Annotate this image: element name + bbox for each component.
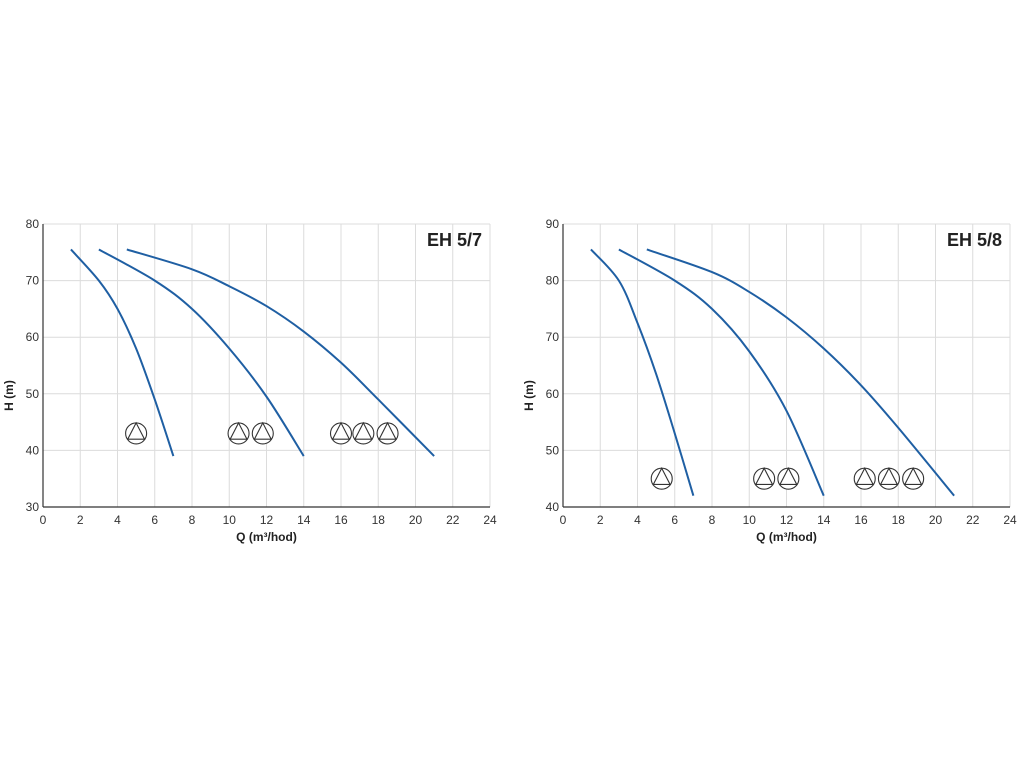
pump-icon	[125, 421, 148, 445]
y-axis-label: H (m)	[2, 380, 16, 411]
y-tick-label: 60	[546, 387, 560, 401]
pump-icon	[376, 421, 399, 445]
pump-circle	[650, 467, 673, 490]
pump-icon	[650, 467, 673, 490]
pump-icon	[753, 467, 776, 490]
y-tick-label: 80	[546, 274, 560, 288]
x-tick-label: 2	[77, 513, 84, 527]
pump-icon	[877, 467, 900, 490]
pump-triangle	[378, 421, 397, 440]
x-tick-label: 12	[780, 513, 794, 527]
x-tick-label: 10	[743, 513, 757, 527]
x-tick-label: 24	[1003, 513, 1017, 527]
x-tick-label: 16	[854, 513, 868, 527]
y-tick-label: 50	[546, 443, 560, 457]
pump-circle	[877, 467, 900, 490]
pump-triangle	[779, 467, 798, 486]
series-line	[590, 248, 695, 496]
pump-circle	[352, 422, 375, 445]
pump-circle	[125, 422, 148, 445]
x-tick-label: 14	[297, 513, 311, 527]
x-tick-label: 22	[966, 513, 980, 527]
y-tick-label: 90	[546, 217, 560, 231]
pump-icon	[777, 467, 800, 490]
pump-triangle	[229, 421, 248, 440]
pump-circle	[777, 467, 800, 490]
x-tick-label: 10	[223, 513, 237, 527]
series-line	[70, 248, 175, 457]
pump-icon	[329, 421, 353, 445]
x-axis-label: Q (m³/hod)	[236, 530, 297, 544]
x-tick-label: 2	[597, 513, 604, 527]
pump-circle	[853, 467, 876, 490]
y-tick-label: 80	[26, 217, 40, 231]
series-line	[98, 248, 305, 457]
pump-triangle	[879, 467, 899, 486]
x-tick-label: 18	[372, 513, 386, 527]
pump-triangle	[253, 421, 273, 440]
pump-triangle	[652, 467, 672, 486]
series-line	[646, 248, 955, 497]
pump-triangle	[354, 421, 373, 440]
x-tick-label: 4	[114, 513, 121, 527]
pump-triangle	[754, 467, 774, 486]
x-tick-label: 4	[634, 513, 641, 527]
x-tick-label: 0	[40, 513, 47, 527]
x-tick-label: 0	[560, 513, 567, 527]
chart-title: EH 5/8	[947, 230, 1002, 250]
pump-triangle	[126, 421, 146, 440]
pump-icon	[853, 467, 876, 490]
x-tick-label: 20	[409, 513, 423, 527]
pump-triangle	[903, 467, 923, 486]
x-tick-label: 16	[334, 513, 348, 527]
x-tick-label: 8	[189, 513, 196, 527]
x-tick-label: 8	[709, 513, 716, 527]
chart-title: EH 5/7	[427, 230, 482, 250]
pump-circle	[376, 422, 399, 445]
y-tick-label: 60	[26, 330, 40, 344]
pump-circle	[753, 467, 776, 490]
series-line	[618, 248, 825, 497]
x-tick-label: 6	[151, 513, 158, 527]
pump-icon	[251, 421, 274, 445]
x-tick-label: 6	[671, 513, 678, 527]
pump-icon	[352, 421, 375, 445]
x-tick-label: 14	[817, 513, 831, 527]
y-tick-label: 70	[26, 274, 40, 288]
series-line	[126, 248, 435, 457]
y-tick-label: 40	[26, 443, 40, 457]
pump-circle	[227, 422, 250, 445]
x-tick-label: 12	[260, 513, 274, 527]
pump-icon	[902, 467, 925, 490]
x-axis-label: Q (m³/hod)	[756, 530, 817, 544]
y-tick-label: 70	[546, 330, 560, 344]
x-tick-label: 24	[483, 513, 497, 527]
pump-circle	[329, 422, 353, 445]
pump-triangle	[855, 467, 875, 486]
y-axis-label: H (m)	[522, 380, 536, 411]
x-tick-label: 20	[929, 513, 943, 527]
pump-icon	[227, 421, 250, 445]
y-tick-label: 30	[26, 500, 40, 514]
x-tick-label: 18	[892, 513, 906, 527]
pump-circle	[251, 422, 274, 445]
y-tick-label: 40	[546, 500, 560, 514]
pump-triangle	[331, 421, 351, 440]
pump-circle	[902, 467, 925, 490]
x-tick-label: 22	[446, 513, 460, 527]
y-tick-label: 50	[26, 387, 40, 401]
